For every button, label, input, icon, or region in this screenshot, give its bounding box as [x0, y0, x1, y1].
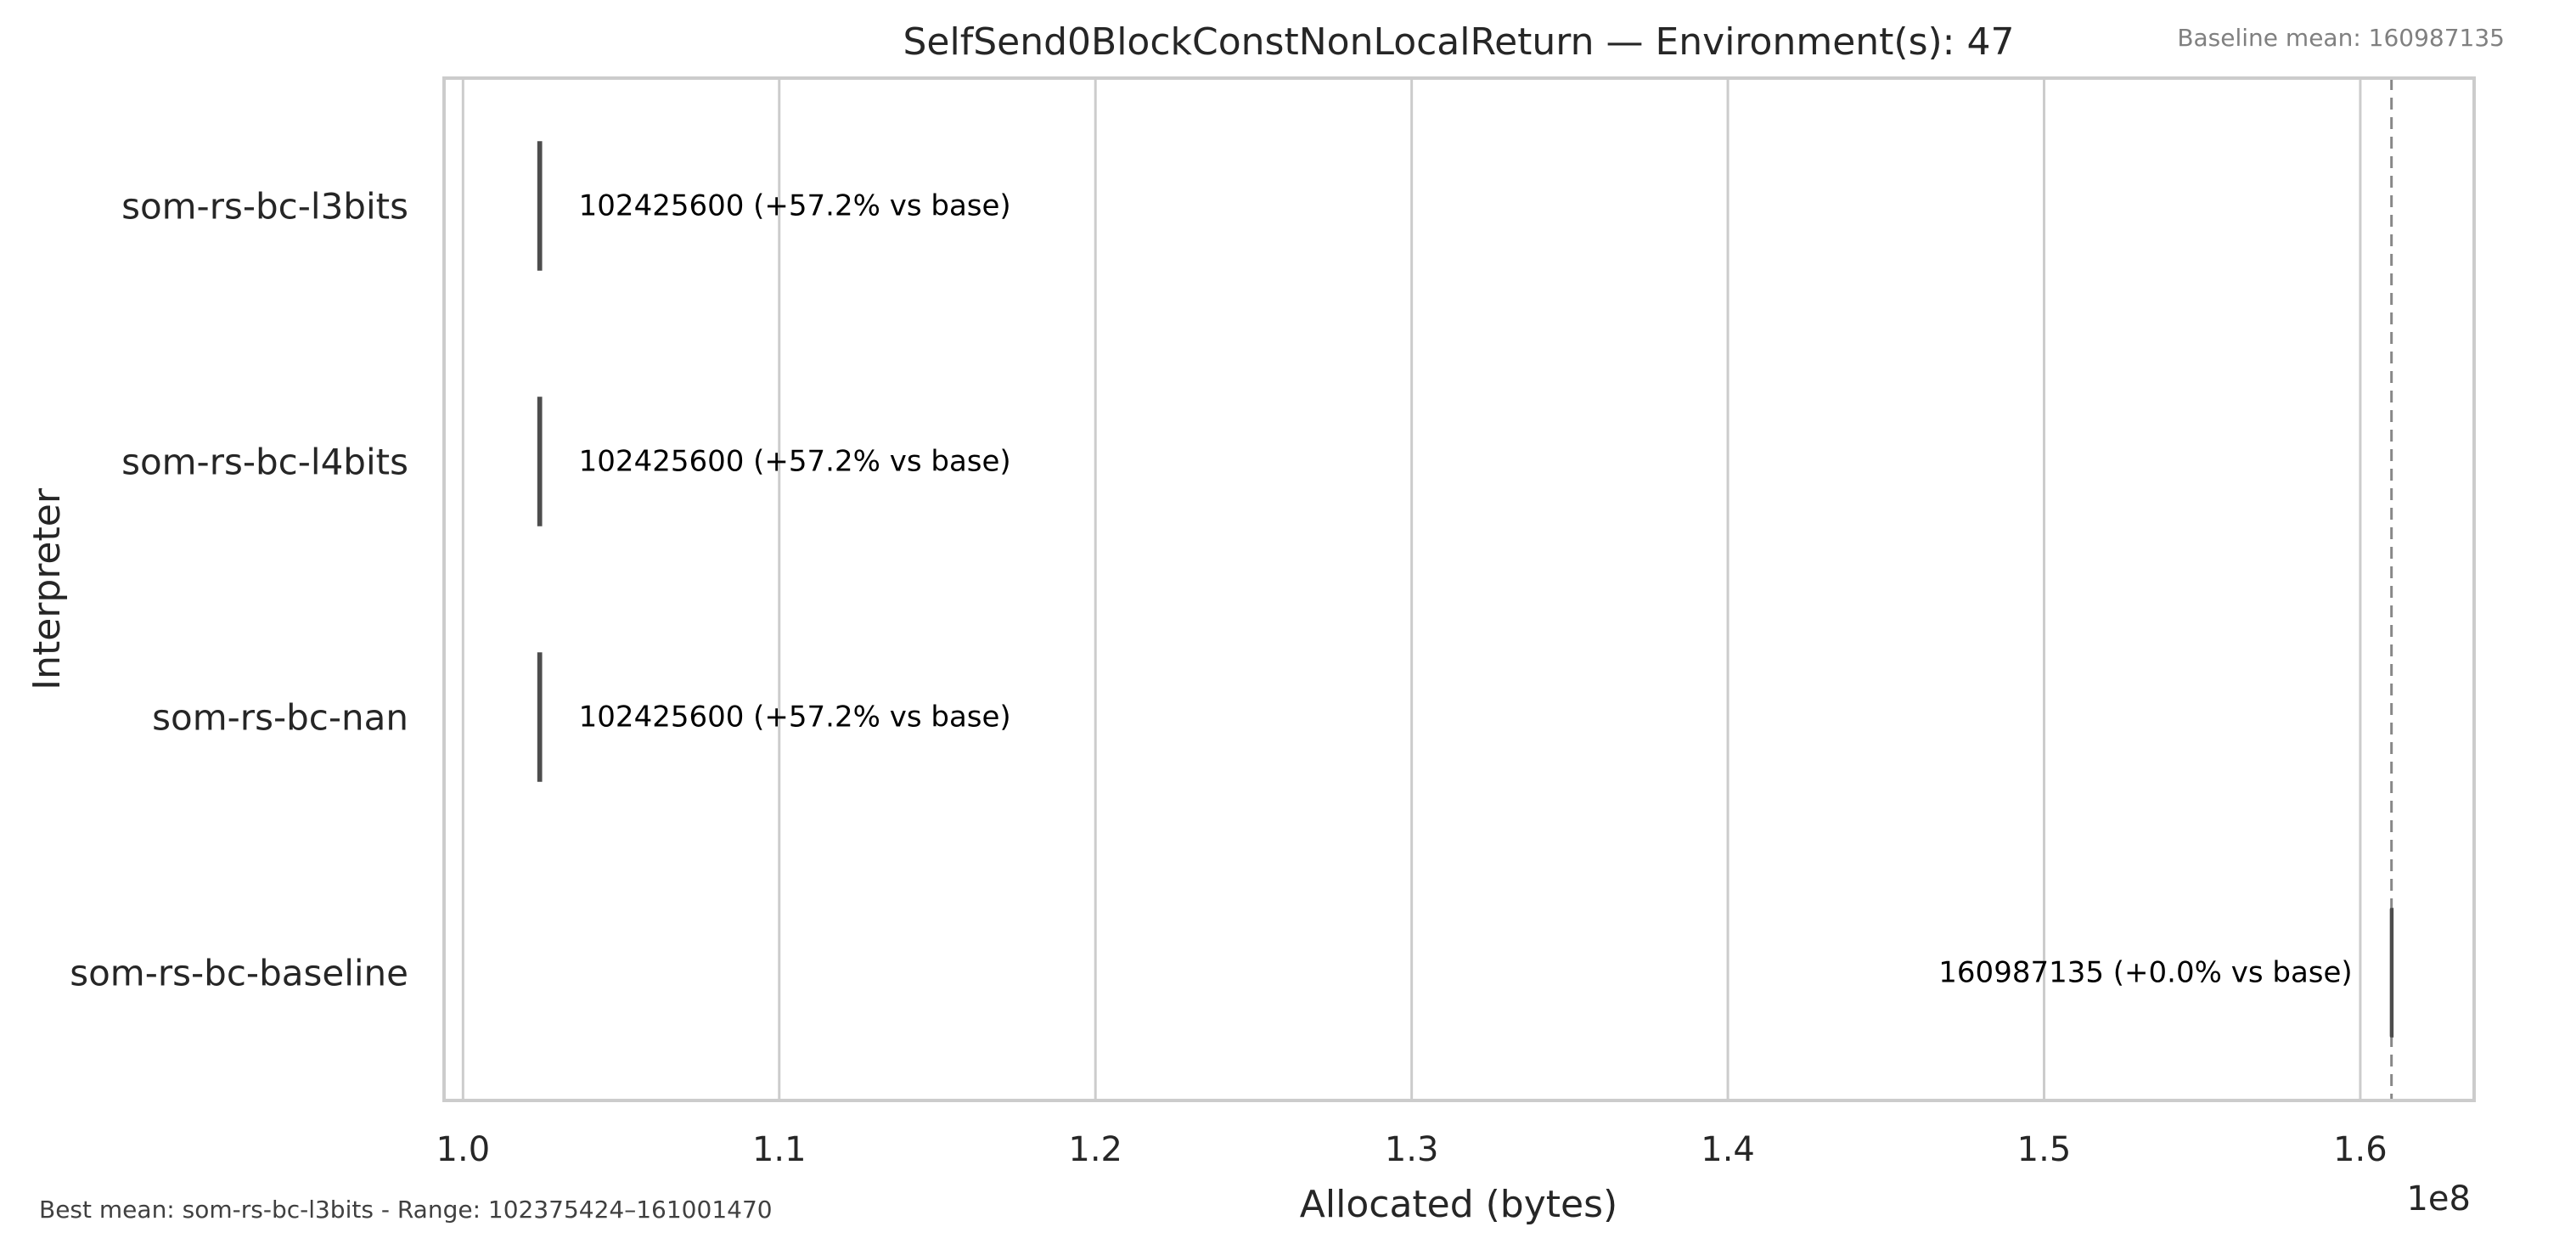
- x-tick-label: 1.1: [752, 1130, 807, 1169]
- x-tick-label: 1.2: [1068, 1130, 1122, 1169]
- footer-note: Best mean: som-rs-bc-l3bits - Range: 102…: [39, 1196, 773, 1224]
- x-tick-label: 1.5: [2017, 1130, 2072, 1169]
- y-axis-label: Interpreter: [25, 487, 69, 690]
- grid-layer: [461, 78, 2362, 1100]
- y-tick-label: som-rs-bc-nan: [152, 697, 408, 739]
- data-label: 102425600 (+57.2% vs base): [579, 189, 1011, 223]
- plot-frame: [442, 76, 2476, 1102]
- x-axis-scale-label: 1e8: [2406, 1179, 2471, 1218]
- y-tick-label: som-rs-bc-l3bits: [121, 186, 408, 228]
- data-labels: 102425600 (+57.2% vs base) 102425600 (+57…: [579, 189, 2353, 990]
- x-tick-label: 1.4: [1701, 1130, 1755, 1169]
- marks-layer: [537, 78, 2394, 1100]
- chart-title: SelfSend0BlockConstNonLocalReturn — Envi…: [903, 20, 2015, 64]
- data-label: 160987135 (+0.0% vs base): [1938, 956, 2352, 990]
- y-tick-labels: som-rs-bc-l3bits som-rs-bc-l4bits som-rs-b…: [70, 186, 408, 994]
- x-tick-label: 1.0: [436, 1130, 491, 1169]
- data-label: 102425600 (+57.2% vs base): [579, 445, 1011, 479]
- data-label: 102425600 (+57.2% vs base): [579, 701, 1011, 734]
- baseline-mean-note: Baseline mean: 160987135: [2177, 24, 2505, 52]
- x-tick-labels: 1.0 1.1 1.2 1.3 1.4 1.5 1.6: [436, 1130, 2388, 1169]
- x-tick-label: 1.3: [1385, 1130, 1439, 1169]
- y-tick-label: som-rs-bc-baseline: [70, 953, 408, 994]
- x-axis-label: Allocated (bytes): [1300, 1183, 1617, 1226]
- x-tick-label: 1.6: [2333, 1130, 2388, 1169]
- y-tick-label: som-rs-bc-l4bits: [121, 442, 408, 483]
